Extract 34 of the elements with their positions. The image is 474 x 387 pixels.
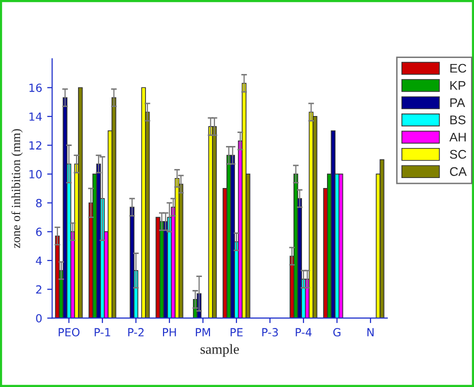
y-tick-label: 2: [36, 285, 42, 294]
x-tick-label: P-1: [94, 328, 110, 336]
bar: [62, 97, 68, 318]
y-tick-label: 0: [36, 314, 42, 322]
y-tick-label: 6: [36, 228, 42, 236]
legend-label: EC: [450, 64, 466, 73]
x-tick-label: PE: [230, 328, 243, 336]
x-tick-label: PH: [162, 328, 176, 336]
bar: [212, 126, 217, 318]
y-tick-label: 10: [30, 170, 42, 178]
bar: [112, 97, 116, 318]
y-axis-title: zone of inhibition (mm): [11, 129, 23, 248]
x-tick-label: P-2: [128, 328, 144, 336]
y-tick-label: 4: [36, 256, 42, 265]
legend-label: BS: [450, 115, 466, 124]
bar: [380, 159, 384, 318]
x-tick-label: G: [333, 328, 340, 336]
y-tick-label: 16: [30, 84, 42, 92]
bar: [338, 174, 344, 318]
bar: [78, 87, 83, 318]
x-tick-label: P-4: [296, 328, 312, 336]
y-tick-label: 8: [36, 198, 42, 208]
legend-label: SC: [450, 150, 466, 159]
x-tick-label: N: [367, 328, 374, 336]
y-tick-label: 12: [30, 141, 42, 150]
x-tick-label: PEO: [58, 328, 80, 336]
x-axis-title: sample: [200, 344, 239, 357]
x-tick-label: PM: [196, 328, 210, 336]
x-tick-label: P-3: [262, 328, 278, 336]
legend-label: AH: [449, 132, 466, 142]
legend-label: CA: [450, 167, 467, 176]
y-tick-label: 14: [30, 112, 42, 121]
legend-label: KP: [450, 81, 466, 90]
legend-label: PA: [450, 98, 466, 107]
